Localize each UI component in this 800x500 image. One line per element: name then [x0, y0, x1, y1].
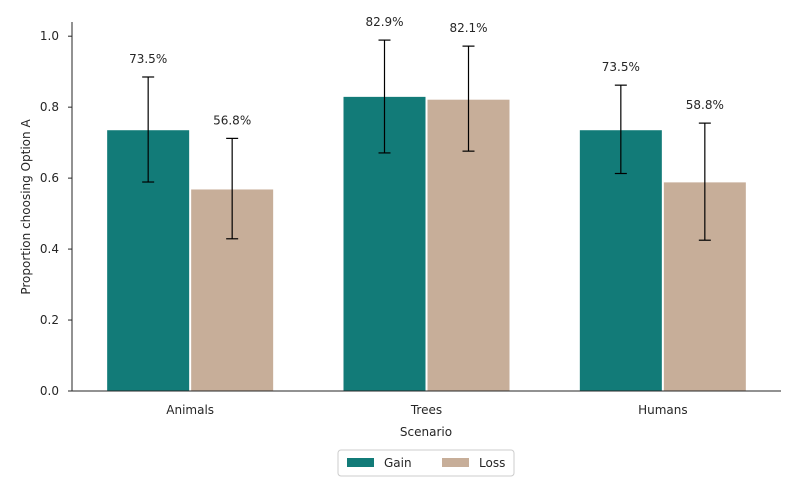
data-label: 73.5%	[602, 60, 640, 74]
y-tick-label: 0.6	[40, 171, 59, 185]
data-labels-layer: 73.5% 82.9% 73.5% 56.8% 82.1% 58.8%	[129, 15, 724, 127]
legend: Gain Loss	[337, 449, 515, 477]
legend-swatch-loss	[442, 458, 469, 467]
data-label: 82.1%	[449, 21, 487, 35]
legend-frame	[337, 449, 515, 477]
y-tick-label: 0.2	[40, 313, 59, 327]
y-tick-label: 0.0	[40, 384, 59, 398]
y-axis-title: Proportion choosing Option A	[19, 119, 33, 295]
x-category-label: Humans	[638, 403, 688, 417]
data-label: 82.9%	[365, 15, 403, 29]
errorbars-layer	[142, 39, 711, 241]
x-axis-title: Scenario	[400, 425, 452, 439]
y-tick-label: 0.4	[40, 242, 59, 256]
data-label: 58.8%	[686, 98, 724, 112]
y-tick-label: 0.8	[40, 100, 59, 114]
y-tick-label: 1.0	[40, 29, 59, 43]
x-category-label: Animals	[166, 403, 214, 417]
legend-label-loss: Loss	[479, 456, 505, 470]
legend-label-gain: Gain	[384, 456, 412, 470]
x-category-label: Trees	[410, 403, 442, 417]
bars-layer	[107, 96, 746, 391]
legend-swatch-gain	[347, 458, 374, 467]
data-label: 73.5%	[129, 52, 167, 66]
data-label: 56.8%	[213, 113, 251, 127]
y-tick-labels: 0.0 0.2 0.4 0.6 0.8 1.0	[40, 29, 72, 398]
x-category-labels: Animals Trees Humans	[166, 403, 687, 417]
